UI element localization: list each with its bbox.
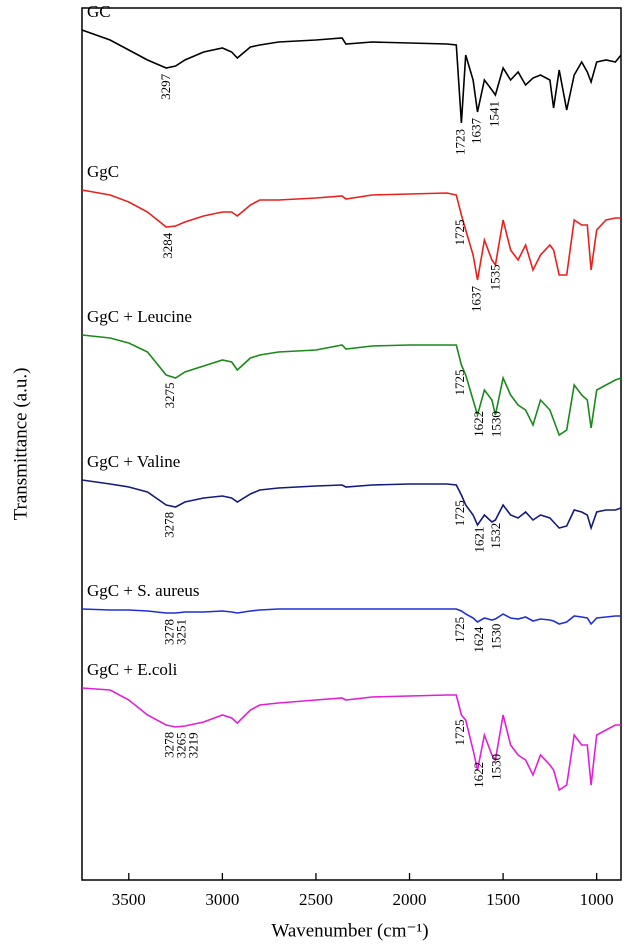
peak-label: 1624 xyxy=(471,626,486,653)
peak-label: 1622 xyxy=(471,762,486,788)
plot-frame xyxy=(81,7,622,881)
peak-label: 3284 xyxy=(160,232,175,259)
peak-label: 1541 xyxy=(486,101,501,127)
peak-label: 1535 xyxy=(488,264,503,290)
x-tick-label: 2000 xyxy=(393,890,427,909)
peak-label: 1621 xyxy=(471,527,486,553)
spectrum-line xyxy=(81,334,622,437)
y-axis-label: Transmittance (a.u.) xyxy=(10,368,31,521)
peak-label: 1530 xyxy=(488,754,503,780)
peak-label: 1622 xyxy=(471,411,486,437)
peak-label: 3265 xyxy=(173,732,188,758)
series-label: GC xyxy=(87,2,111,21)
series-label: GgC xyxy=(87,162,119,181)
peak-label: 1725 xyxy=(452,500,467,526)
spectrum-line xyxy=(81,29,622,124)
spectrum-line xyxy=(81,608,621,626)
peak-label: 1530 xyxy=(488,411,503,437)
peak-label: 3219 xyxy=(185,732,200,758)
series-label: GgC + Valine xyxy=(87,452,180,471)
x-tick-label: 1500 xyxy=(486,890,520,909)
peak-label: 3297 xyxy=(158,73,173,100)
peak-label: 1725 xyxy=(452,617,467,643)
spectrum-line xyxy=(81,189,621,281)
peak-label: 3275 xyxy=(162,383,177,409)
peak-label: 3251 xyxy=(173,619,188,645)
series-label: GgC + Leucine xyxy=(87,307,192,326)
peak-label: 1637 xyxy=(468,118,483,145)
peak-label: 1725 xyxy=(452,370,467,396)
peak-label: 1532 xyxy=(488,523,503,549)
x-tick-label: 2500 xyxy=(299,890,333,909)
x-tick-label: 1000 xyxy=(580,890,614,909)
x-axis-label: Wavenumber (cm⁻¹) xyxy=(271,920,428,941)
series-label: GgC + S. aureus xyxy=(87,581,200,600)
series-label: GgC + E.coli xyxy=(87,660,178,679)
spectrum-line xyxy=(81,687,621,792)
x-tick-label: 3500 xyxy=(112,890,146,909)
peak-label: 1530 xyxy=(488,624,503,650)
peak-label: 1637 xyxy=(468,286,483,313)
peak-label: 3278 xyxy=(161,732,176,758)
peak-label: 1725 xyxy=(452,220,467,246)
spectrum-line xyxy=(81,479,622,531)
peak-label: 3278 xyxy=(161,512,176,538)
peak-label: 1723 xyxy=(452,129,467,155)
peak-label: 3278 xyxy=(161,619,176,645)
peak-label: 1725 xyxy=(452,720,467,746)
x-tick-label: 3000 xyxy=(205,890,239,909)
